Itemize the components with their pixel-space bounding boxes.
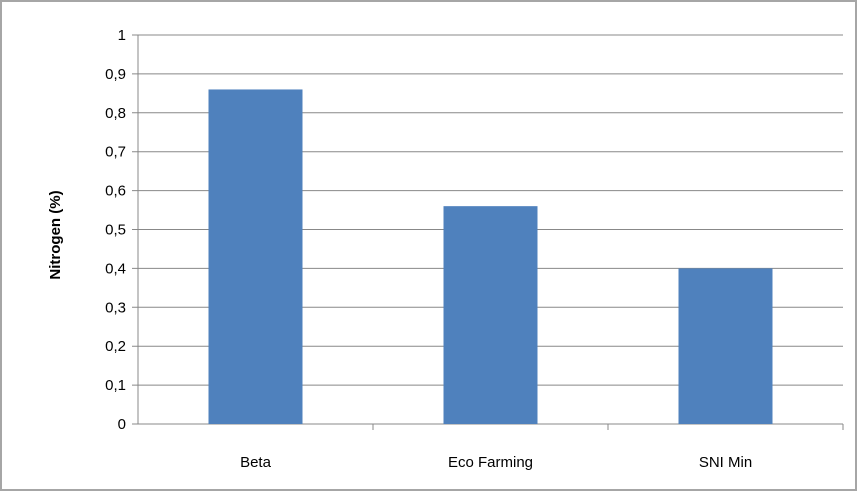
bars (208, 89, 773, 425)
y-tick-label: 0,4 (105, 260, 126, 277)
bar-sni-min (678, 268, 773, 424)
y-tick-label: 0,9 (105, 66, 126, 83)
y-tick-label: 0,1 (105, 377, 126, 394)
y-tick-label: 0,3 (105, 299, 126, 316)
y-tick-label: 1 (118, 27, 126, 44)
y-tick-label: 0,7 (105, 144, 126, 161)
x-category-labels: Beta Eco Farming SNI Min (240, 454, 752, 471)
bar-eco-farming (443, 206, 538, 424)
x-category-label: Eco Farming (448, 454, 533, 471)
y-axis-title: Nitrogen (%) (47, 190, 64, 279)
y-tick-label: 0,5 (105, 222, 126, 239)
y-tick-label: 0 (118, 416, 126, 433)
y-tick-labels: 0 0,1 0,2 0,3 0,4 0,5 0,6 0,7 0,8 0,9 1 (105, 27, 126, 433)
x-category-label: Beta (240, 454, 272, 471)
bar-beta (208, 89, 303, 425)
x-category-label: SNI Min (699, 454, 752, 471)
y-tick-label: 0,2 (105, 338, 126, 355)
y-tick-label: 0,8 (105, 105, 126, 122)
y-tick-label: 0,6 (105, 183, 126, 200)
